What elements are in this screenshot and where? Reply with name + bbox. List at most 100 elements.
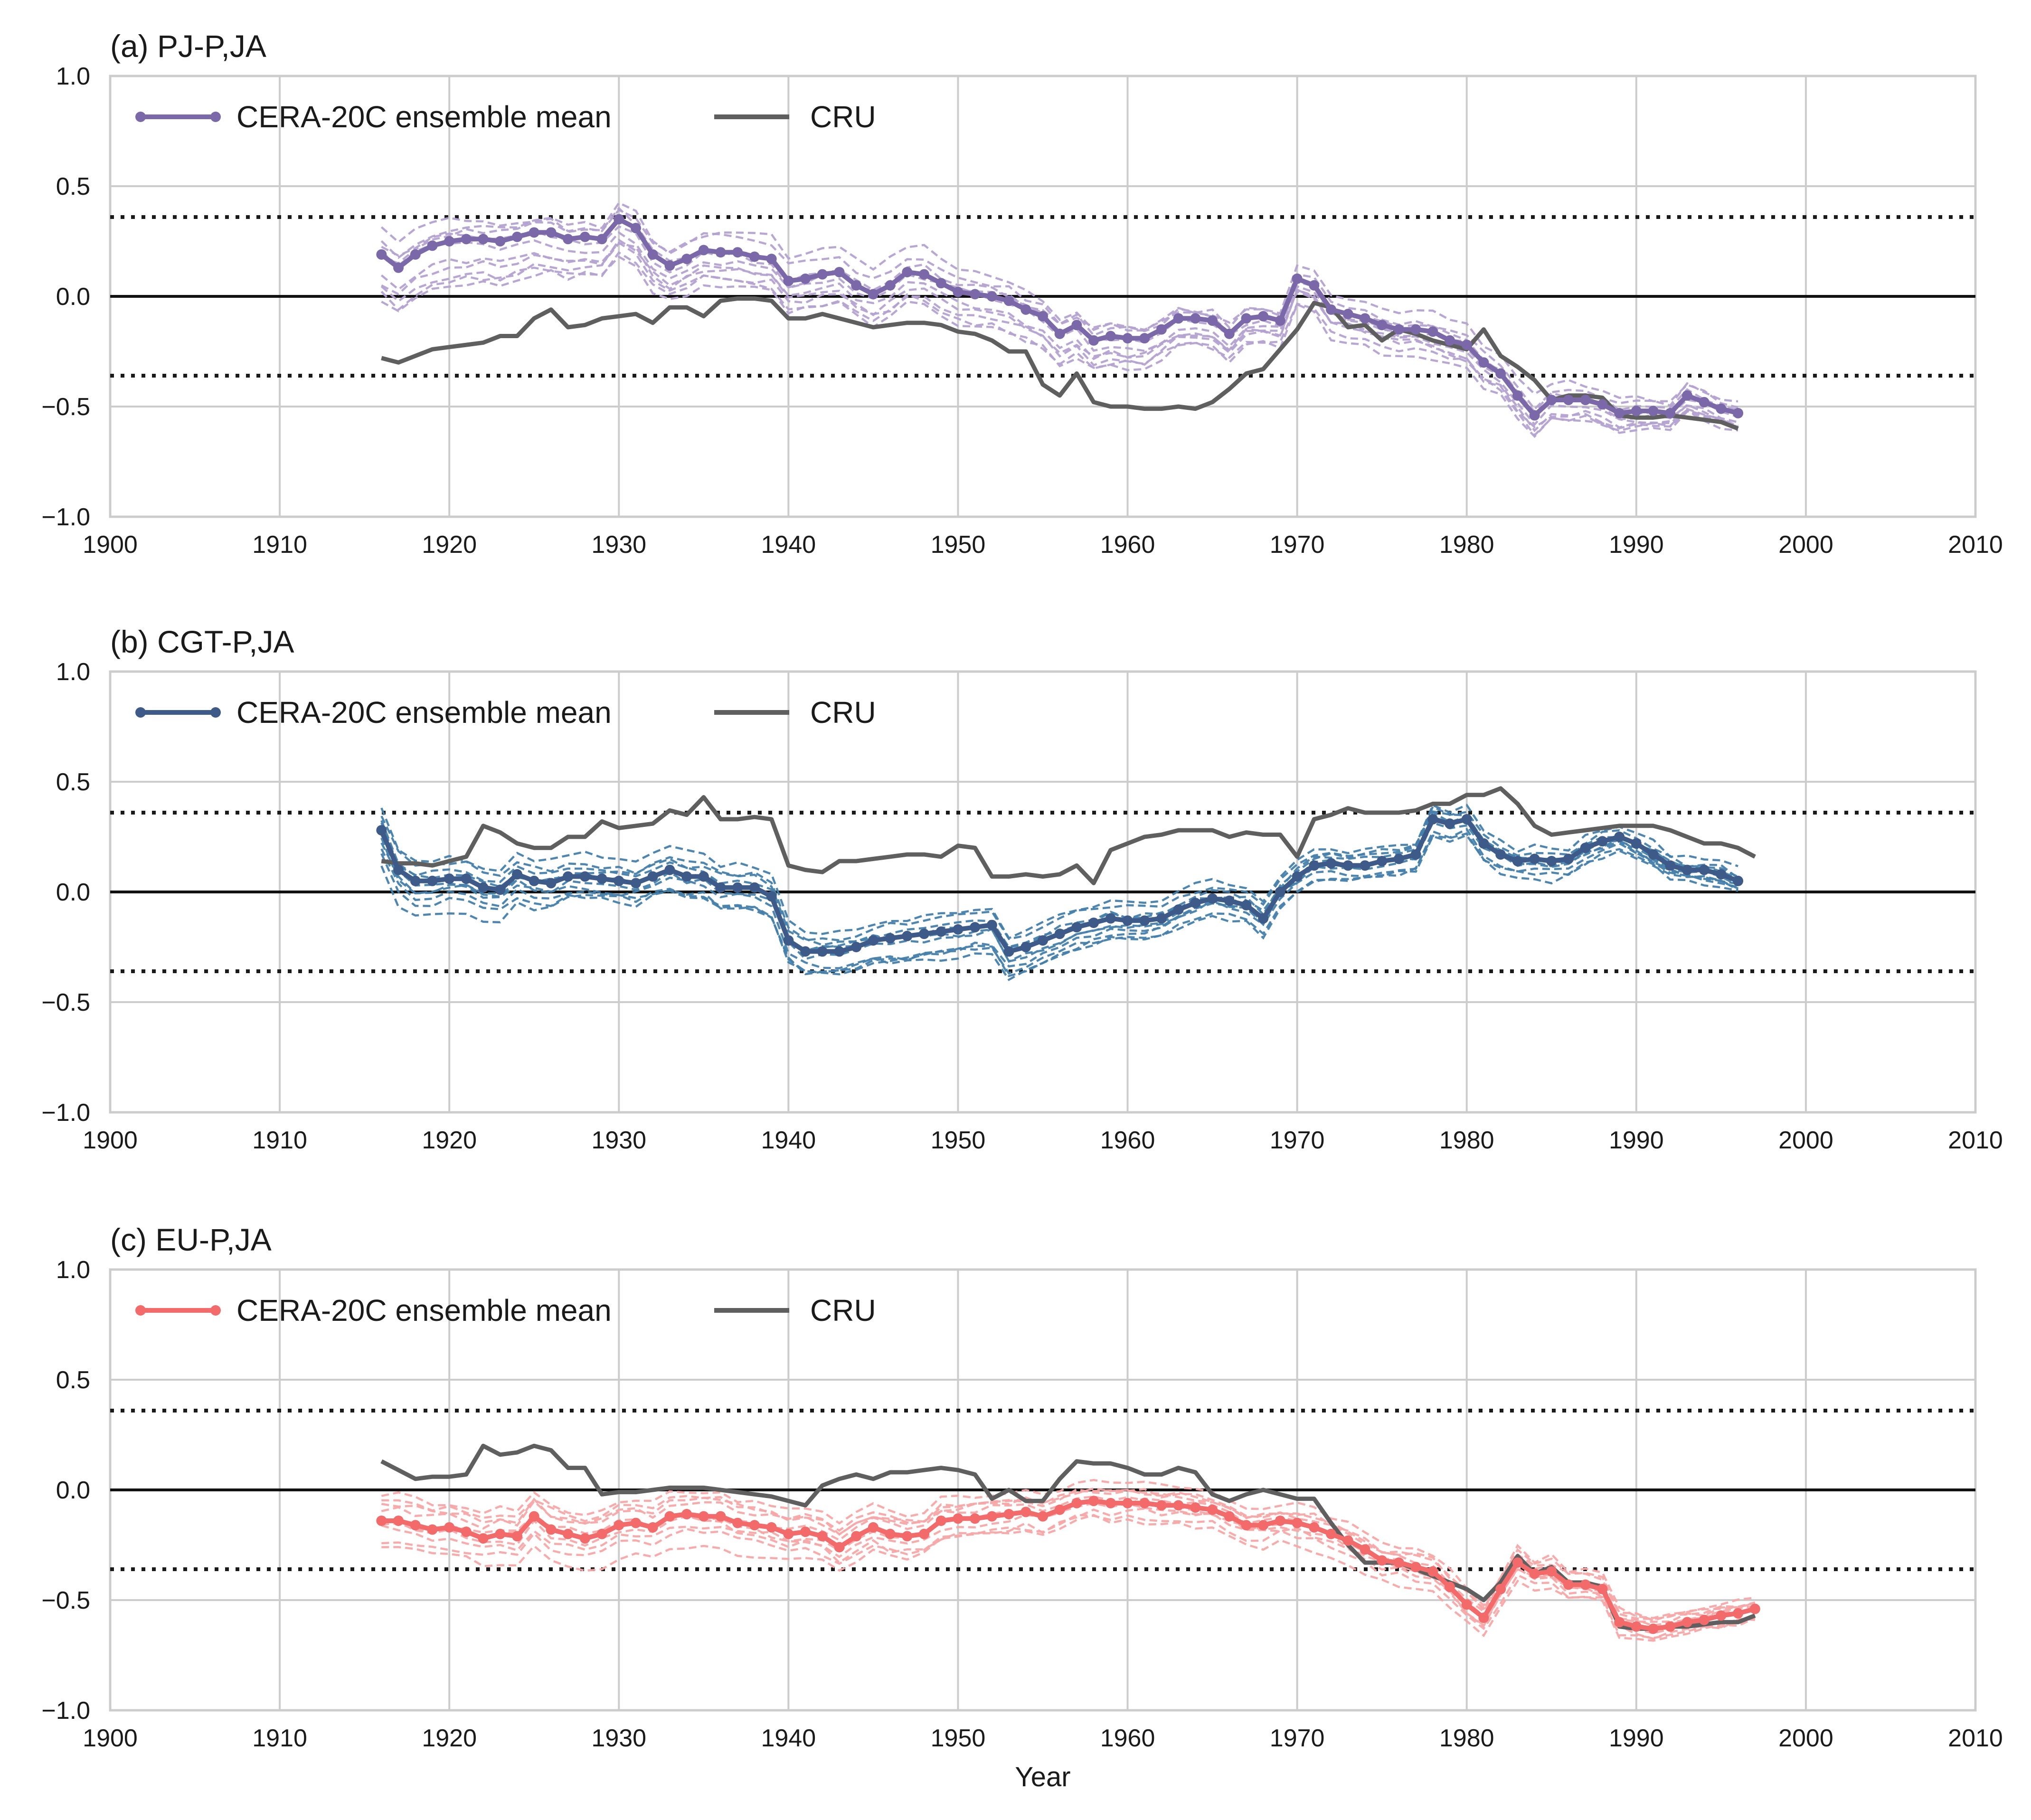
ensemble-mean-point (1190, 313, 1201, 324)
ensemble-mean-point (1173, 313, 1184, 324)
legend-cru-label: CRU (810, 100, 876, 134)
ensemble-mean-point (546, 878, 557, 889)
ensemble-mean-point (579, 231, 590, 242)
ensemble-mean-point (834, 1542, 845, 1553)
y-tick-label: −0.5 (41, 393, 90, 421)
ensemble-mean-point (698, 871, 709, 882)
panel-1: 1900 1910 1920 1930 1940 1950 1960 1970 1980 1990… (41, 624, 2003, 1154)
ensemble-mean-point (630, 1517, 641, 1528)
x-tick-label: 1940 (761, 531, 816, 559)
ensemble-mean-point (800, 1526, 811, 1537)
ensemble-mean-point (1224, 1511, 1235, 1522)
ensemble-mean-point (698, 1511, 709, 1522)
ensemble-mean-point (1156, 1500, 1167, 1511)
ensemble-mean-point (1563, 853, 1574, 864)
ensemble-mean-point (393, 1515, 404, 1526)
x-tick-label: 1910 (252, 1725, 307, 1752)
ensemble-mean-point (885, 280, 896, 291)
ensemble-mean-point (1020, 304, 1031, 315)
ensemble-mean-point (563, 871, 574, 882)
ensemble-mean-point (495, 236, 506, 246)
ensemble-member-line (381, 1514, 1755, 1640)
ensemble-mean-point (1258, 913, 1269, 924)
x-tick-label: 1900 (83, 1725, 138, 1752)
ensemble-mean-point (1648, 406, 1659, 417)
ensemble-mean-point (1071, 320, 1082, 331)
x-tick-label: 1920 (422, 531, 477, 559)
ensemble-mean-point (1309, 1522, 1320, 1533)
ensemble-mean-point (1105, 913, 1116, 924)
ensemble-mean-point (1512, 1557, 1523, 1568)
ensemble-mean-point (1139, 915, 1150, 926)
ensemble-mean-point (393, 864, 404, 875)
ensemble-mean-point (1054, 929, 1065, 939)
x-tick-label: 1940 (761, 1725, 816, 1752)
ensemble-mean-point (596, 873, 607, 884)
ensemble-mean-point (478, 234, 489, 245)
ensemble-mean-point (1597, 836, 1608, 847)
ensemble-member-line (380, 804, 1738, 940)
ensemble-member-line (381, 1514, 1756, 1642)
ensemble-member-line (381, 1479, 1756, 1619)
ensemble-mean-point (1614, 408, 1625, 418)
ensemble-mean-point (512, 869, 523, 880)
ensemble-mean-point (1088, 335, 1099, 346)
ensemble-mean-point (1275, 887, 1285, 897)
ensemble-mean-point (1326, 1528, 1337, 1539)
ensemble-mean-point (715, 247, 726, 258)
ensemble-mean-point (1393, 324, 1404, 335)
ensemble-mean-point (1224, 895, 1235, 906)
legend-mean-label: CERA-20C ensemble mean (236, 100, 612, 134)
ensemble-member-line (381, 251, 1739, 438)
ensemble-mean-point (698, 245, 709, 256)
y-tick-label: 0.5 (56, 1366, 90, 1394)
ensemble-mean-point (1258, 311, 1269, 322)
ensemble-mean-point (1749, 1603, 1760, 1614)
panel-title: (a) PJ-P,JA (110, 28, 266, 64)
y-tick-label: 1.0 (56, 1256, 90, 1284)
ensemble-mean-point (1326, 304, 1337, 315)
x-tick-label: 1970 (1270, 1725, 1325, 1752)
ensemble-mean-point (596, 1528, 607, 1539)
ensemble-mean-point (885, 933, 896, 944)
ensemble-mean-point (647, 249, 658, 260)
ensemble-mean-point (766, 254, 777, 265)
ensemble-mean-point (1241, 313, 1252, 324)
ensemble-mean-point (732, 1517, 743, 1528)
ensemble-mean-point (953, 1513, 964, 1524)
x-tick-label: 1980 (1439, 1725, 1494, 1752)
ensemble-mean-point (1631, 406, 1642, 417)
ensemble-mean-point (1377, 1555, 1388, 1566)
ensemble-mean-point (1054, 328, 1065, 339)
ensemble-mean-point (766, 891, 777, 902)
ensemble-mean-point (1699, 1614, 1710, 1625)
ensemble-mean-point (749, 1520, 760, 1531)
ensemble-mean-point (1512, 390, 1523, 401)
ensemble-mean-point (715, 882, 726, 893)
ensemble-mean-point (1461, 814, 1472, 825)
ensemble-mean-point (1020, 1507, 1031, 1517)
x-tick-label: 1950 (931, 1127, 986, 1154)
ensemble-mean-point (1207, 315, 1218, 326)
ensemble-mean-point (1495, 368, 1506, 379)
ensemble-member-line (380, 805, 1739, 942)
ensemble-mean-point (1173, 1500, 1184, 1511)
ensemble-mean-point (529, 227, 539, 238)
ensemble-mean-point (393, 262, 404, 273)
panel-title: (b) CGT-P,JA (110, 624, 294, 659)
ensemble-mean-point (410, 249, 421, 260)
ensemble-mean-point (1224, 328, 1235, 339)
ensemble-mean-point (1360, 1544, 1370, 1555)
ensemble-mean-point (1003, 1509, 1014, 1520)
legend-mean-marker (135, 707, 146, 718)
cru-line (381, 786, 1756, 885)
ensemble-mean-point (1360, 313, 1370, 324)
ensemble-mean-point (1139, 1498, 1150, 1508)
ensemble-mean-point (647, 871, 658, 882)
ensemble-mean-point (800, 273, 811, 284)
ensemble-mean-point (1292, 1517, 1303, 1528)
ensemble-mean-point (986, 291, 997, 302)
ensemble-mean-point (1003, 946, 1014, 957)
ensemble-mean-point (461, 873, 472, 884)
ensemble-mean-point (427, 1524, 438, 1535)
